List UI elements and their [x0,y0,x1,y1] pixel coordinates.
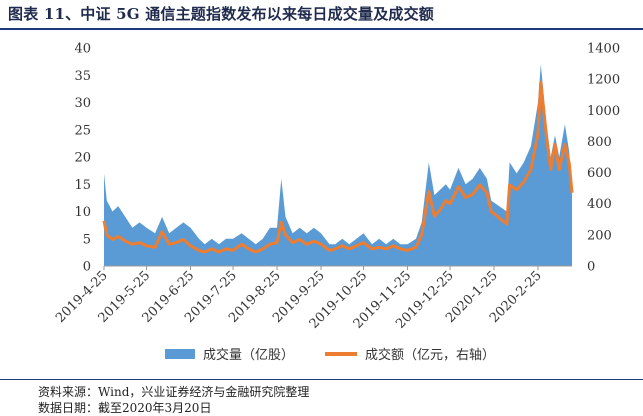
y-left-tick-label: 40 [74,42,91,57]
y-right-tick-label: 1000 [587,104,620,119]
y-right-tick-label: 1400 [587,42,620,57]
figure-title: 图表 11、中证 5G 通信主题指数发布以来每日成交量及成交额 [8,5,434,23]
turnover-line-layer [102,80,574,254]
y-left-tick-label: 10 [74,205,91,220]
date-note: 数据日期：截至2020年3月20日 [38,401,212,415]
y-right-tick-label: 400 [587,197,612,212]
source-rule [0,379,643,380]
legend-label-volume: 成交量（亿股） [203,347,294,363]
y-right-tick-label: 1200 [587,73,620,88]
legend: 成交量（亿股） 成交额（亿元，右轴） [165,347,495,363]
y-left-tick-label: 25 [74,123,91,138]
y-left-tick-label: 30 [74,96,91,111]
y-left-tick-label: 0 [83,260,91,275]
y-right-tick-label: 0 [587,260,595,275]
y-right-tick-label: 800 [587,135,612,150]
title-rule [0,28,643,30]
y-left-tick-label: 35 [74,69,91,84]
source-note: 资料来源：Wind，兴业证券经济与金融研究院整理 [38,385,310,399]
y-left-tick-label: 5 [83,232,91,247]
volume-area [104,64,572,266]
chart: 0510152025303540020040060080010001200140… [53,42,620,364]
y-left-tick-label: 20 [74,151,91,166]
legend-swatch-volume [165,349,195,359]
y-left-tick-label: 15 [74,178,91,193]
turnover-line [102,80,574,254]
y-right-tick-label: 600 [587,166,612,181]
legend-label-turnover: 成交额（亿元，右轴） [365,347,495,363]
y-right-tick-label: 200 [587,228,612,243]
volume-area-layer [104,64,572,266]
